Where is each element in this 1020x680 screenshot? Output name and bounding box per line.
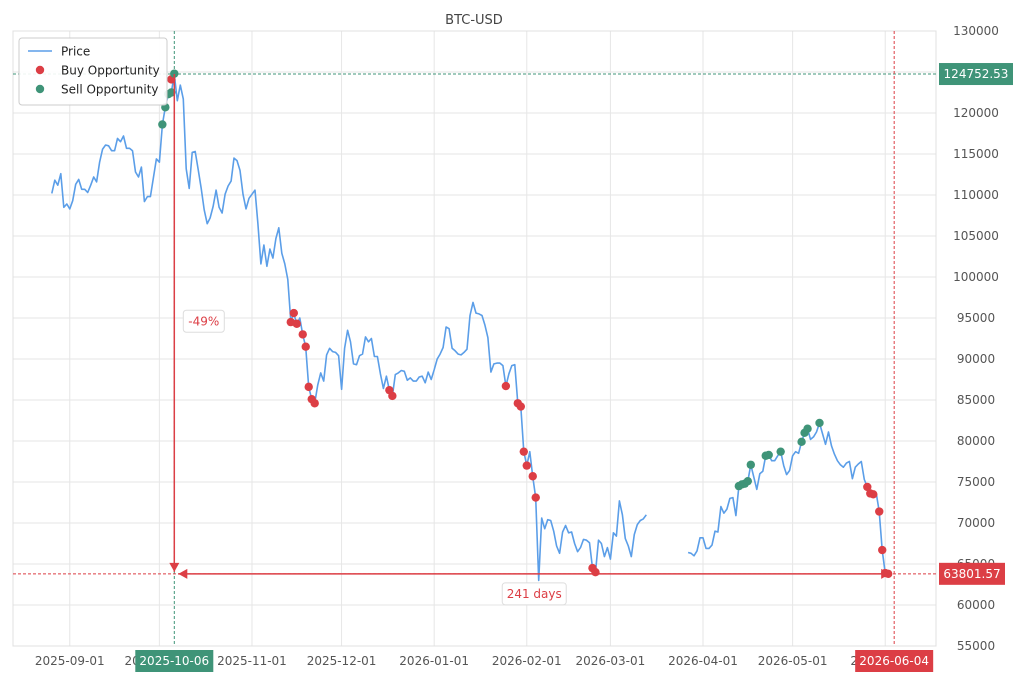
buy-opportunity-point bbox=[863, 482, 872, 492]
duration-arrow-head-left bbox=[178, 568, 188, 579]
y-tick-label: 80000 bbox=[957, 434, 995, 448]
buy-opportunity-point bbox=[528, 472, 537, 481]
sell-opportunity-point bbox=[776, 447, 785, 456]
plot-frame bbox=[12, 30, 937, 647]
sell-opportunity-point bbox=[170, 69, 179, 78]
x-tick-label: 2026-03-01 bbox=[576, 654, 646, 668]
x-tick-label: 2026-01-01 bbox=[399, 654, 469, 668]
buy-opportunity-point bbox=[519, 447, 528, 456]
duration-arrow-head-right bbox=[881, 568, 891, 579]
y-tick-label: 75000 bbox=[957, 475, 995, 489]
high-date-label: 2025-10-06 bbox=[139, 654, 209, 668]
annotations: -49% 241 days 124752.53 63801.57 2025-10-06 2… bbox=[135, 63, 1013, 672]
x-tick-label: 2026-02-01 bbox=[492, 654, 562, 668]
buy-opportunity-point bbox=[310, 399, 319, 408]
buy-opportunity-point bbox=[289, 308, 298, 318]
sell-opportunity-point bbox=[797, 437, 806, 447]
buy-opportunity-point bbox=[301, 342, 310, 351]
opportunity-points bbox=[158, 69, 893, 579]
price-series bbox=[51, 73, 889, 582]
grid bbox=[13, 30, 936, 647]
buy-opportunity-point bbox=[388, 391, 397, 401]
duration-label: 241 days bbox=[507, 587, 562, 601]
sell-opportunity-point bbox=[764, 450, 773, 460]
buy-opportunity-point bbox=[304, 382, 313, 392]
buy-opportunity-point bbox=[591, 568, 600, 577]
low-date-tag bbox=[855, 650, 934, 672]
y-tick-label: 70000 bbox=[957, 516, 995, 530]
y-axis: 5500060000650007000075000800008500090000… bbox=[953, 24, 999, 653]
low-value-tag bbox=[939, 562, 1005, 585]
y-tick-label: 55000 bbox=[957, 639, 995, 653]
sell-opportunity-point bbox=[167, 88, 176, 97]
buy-opportunity-point bbox=[522, 461, 531, 470]
buy-opportunity-point bbox=[516, 402, 525, 411]
price-line bbox=[51, 73, 647, 582]
buy-opportunity-point bbox=[501, 381, 511, 391]
x-tick-label: 2025-09-01 bbox=[35, 654, 105, 668]
y-tick-label: 110000 bbox=[953, 188, 999, 202]
x-tick-label: 2026-04-01 bbox=[668, 654, 738, 668]
chart-title: BTC-USD bbox=[445, 13, 503, 28]
buy-opportunity-point bbox=[531, 493, 540, 502]
legend-sell-label: Sell Opportunity bbox=[61, 83, 159, 97]
price-line bbox=[687, 422, 889, 575]
high-value-tag bbox=[939, 63, 1013, 86]
drawdown-arrow-head bbox=[169, 562, 180, 572]
legend-box bbox=[18, 37, 168, 106]
buy-opportunity-point bbox=[878, 545, 887, 555]
y-tick-label: 130000 bbox=[953, 24, 999, 38]
y-tick-label: 95000 bbox=[957, 311, 995, 325]
x-tick-label: 2025-11-01 bbox=[217, 654, 287, 668]
sell-opportunity-point bbox=[746, 460, 756, 469]
buy-opportunity-point bbox=[292, 319, 301, 328]
buy-opportunity-point bbox=[869, 490, 878, 499]
buy-opportunity-point bbox=[875, 507, 884, 516]
sell-opportunity-point bbox=[158, 120, 167, 129]
y-tick-label: 120000 bbox=[953, 106, 999, 120]
x-tick-label: 2026-05-01 bbox=[758, 654, 828, 668]
low-value-label: 63801.57 bbox=[943, 567, 1000, 581]
duration-label-box bbox=[501, 582, 567, 606]
y-tick-label: 85000 bbox=[957, 393, 995, 407]
legend-sell-swatch bbox=[35, 84, 45, 94]
y-tick-label: 90000 bbox=[957, 352, 995, 366]
legend-buy-label: Buy Opportunity bbox=[61, 64, 160, 78]
low-date-label: 2026-06-04 bbox=[859, 654, 929, 668]
legend: Price Buy Opportunity Sell Opportunity bbox=[18, 37, 168, 106]
high-value-label: 124752.53 bbox=[944, 67, 1009, 81]
sell-opportunity-point bbox=[743, 476, 753, 486]
change-label: -49% bbox=[188, 314, 219, 328]
change-label-box bbox=[182, 309, 225, 333]
legend-buy-swatch bbox=[35, 65, 45, 75]
sell-opportunity-point bbox=[803, 424, 812, 433]
buy-opportunity-point bbox=[298, 330, 307, 339]
sell-opportunity-point bbox=[815, 418, 824, 428]
legend-price-label: Price bbox=[61, 45, 90, 59]
x-tick-label: 2025-12-01 bbox=[307, 654, 377, 668]
y-tick-label: 60000 bbox=[957, 598, 995, 612]
high-date-tag bbox=[135, 650, 214, 672]
y-tick-label: 115000 bbox=[953, 147, 999, 161]
y-tick-label: 105000 bbox=[953, 229, 999, 243]
y-tick-label: 100000 bbox=[953, 270, 999, 284]
